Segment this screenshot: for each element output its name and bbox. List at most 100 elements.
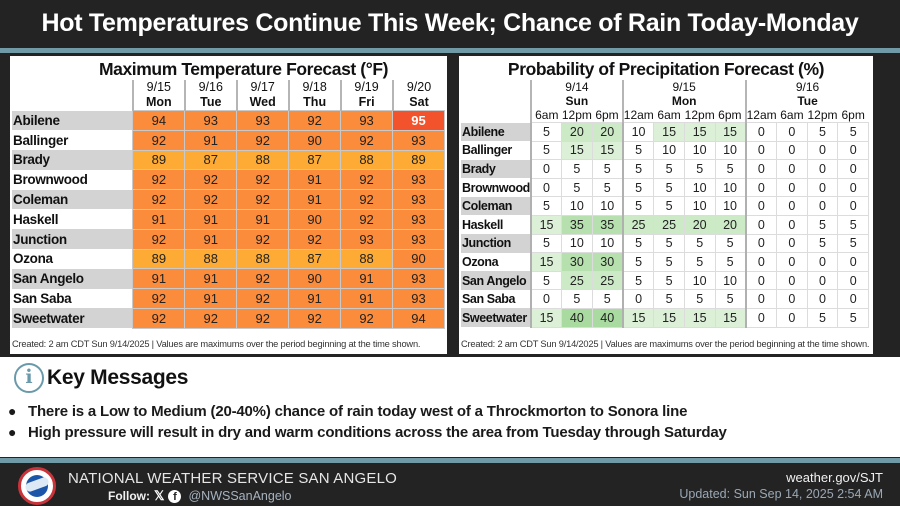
precip-cell: 0 (837, 252, 869, 272)
key-message-text: There is a Low to Medium (20-40%) chance… (28, 403, 688, 420)
temperature-panel: Maximum Temperature Forecast (°F) 9/15 Mo… (10, 56, 447, 354)
precip-cell: 20 (561, 122, 593, 142)
precip-cell: 15 (714, 307, 747, 328)
precip-cell: 15 (529, 252, 563, 272)
precip-cell: 5 (806, 307, 839, 328)
day-name: Sun (565, 94, 589, 108)
temperature-cell: 87 (288, 149, 342, 171)
precip-cell: 0 (744, 140, 778, 161)
precip-cell: 25 (591, 270, 624, 291)
location-name: Sweetwater (461, 308, 531, 328)
temperature-cell: 88 (184, 248, 238, 270)
time-header: 6pm (595, 108, 619, 122)
temperature-cell: 92 (184, 307, 238, 329)
date-column-header: 9/16 Tue (183, 80, 237, 111)
temperature-cell: 88 (340, 149, 394, 171)
precip-cell: 15 (529, 214, 563, 235)
time-header: 6pm (718, 108, 742, 122)
precip-cell: 10 (561, 196, 593, 216)
temperature-cell: 93 (392, 189, 445, 210)
precip-cell: 0 (776, 233, 808, 254)
precip-cell: 40 (561, 307, 593, 328)
precip-cell: 0 (744, 122, 778, 142)
precip-cell: 15 (529, 307, 563, 328)
precip-cell: 0 (776, 307, 808, 328)
time-header: 6am (529, 108, 562, 123)
precip-cell: 0 (776, 196, 808, 216)
day-date: 9/15 (672, 80, 696, 94)
date-column-header: 9/15 Mon (131, 80, 185, 111)
key-message-item: ● There is a Low to Medium (20-40%) chanc… (8, 401, 727, 422)
blank-header (12, 80, 133, 111)
location-name: San Saba (12, 288, 133, 309)
day-date: 9/14 (565, 80, 589, 94)
temperature-cell: 93 (184, 110, 238, 131)
temperature-cell: 92 (132, 169, 186, 191)
precip-cell: 0 (744, 252, 778, 272)
temperature-cell: 93 (392, 169, 445, 191)
location-name: Junction (461, 234, 531, 253)
table-row: Brownwood 0 5 5 5 5 10 10 0 0 0 0 (461, 177, 869, 198)
precip-cell: 0 (776, 289, 808, 309)
temperature-cell: 92 (236, 189, 290, 210)
table-row: Brady 0 5 5 5 5 5 5 0 0 0 0 (461, 159, 869, 179)
facebook-icon[interactable]: f (168, 489, 182, 503)
location-name: Brady (461, 159, 531, 179)
precip-cell: 5 (837, 233, 869, 254)
temperature-cell: 90 (288, 208, 342, 230)
location-name: Coleman (12, 189, 133, 210)
temperature-cell: 92 (340, 307, 394, 329)
precip-cell: 5 (837, 307, 869, 328)
precip-cell: 5 (806, 122, 839, 142)
precip-cell: 0 (837, 196, 869, 216)
precip-cell: 5 (621, 196, 655, 216)
x-icon[interactable]: 𝕏 (154, 488, 165, 503)
page-title: Hot Temperatures Continue This Week; Cha… (0, 0, 900, 48)
social-handle[interactable]: @NWSSanAngelo (188, 489, 292, 503)
temperature-cell: 93 (236, 110, 290, 131)
time-header: 12pm (807, 108, 838, 122)
table-row: Haskell 91 91 91 90 92 93 (12, 208, 445, 230)
temperature-cell: 92 (340, 189, 394, 210)
temperature-cell: 93 (392, 268, 445, 290)
follow-row: Follow: 𝕏 f @NWSSanAngelo (108, 488, 292, 504)
precip-cell: 40 (591, 307, 624, 328)
temperature-cell: 92 (132, 189, 186, 210)
website-link[interactable]: weather.gov/SJT (786, 470, 883, 485)
location-name: Brady (12, 150, 133, 170)
precip-cell: 15 (653, 307, 685, 328)
day-date: 9/16 (795, 80, 820, 94)
precip-cell: 0 (744, 159, 778, 179)
precip-cell: 5 (621, 177, 655, 198)
precip-cell: 0 (806, 196, 839, 216)
table-row: Ozona 89 88 88 87 88 90 (12, 248, 445, 270)
table-row: Brownwood 92 92 92 91 92 93 (12, 169, 445, 191)
precip-cell: 10 (714, 177, 747, 198)
precip-cell: 0 (806, 252, 839, 272)
time-header: 12pm (561, 108, 592, 122)
precip-cell: 0 (776, 140, 808, 161)
temperature-cell: 90 (288, 129, 342, 151)
precip-cell: 0 (621, 289, 655, 309)
table-row: Haskell 15 35 35 25 25 20 20 0 0 5 5 (461, 214, 869, 235)
precip-cell: 5 (714, 289, 747, 309)
precip-cell: 10 (714, 270, 747, 291)
precip-cell: 0 (837, 270, 869, 291)
table-row: Brady 89 87 88 87 88 89 (12, 149, 445, 171)
precipitation-title: Probability of Precipitation Forecast (%… (507, 59, 825, 79)
temperature-cell: 90 (392, 248, 445, 270)
precip-cell: 35 (591, 214, 624, 235)
precip-cell: 5 (683, 252, 716, 272)
time-header: 12am (621, 108, 654, 123)
precip-cell: 5 (529, 140, 563, 161)
table-row: Coleman 92 92 92 91 92 93 (12, 189, 445, 210)
precip-cell: 0 (529, 289, 563, 309)
precip-cell: 5 (653, 270, 685, 291)
temperature-cell: 91 (288, 169, 342, 191)
precip-cell: 25 (621, 214, 655, 235)
time-header: 12pm (684, 108, 715, 122)
temperature-cell: 94 (392, 307, 445, 329)
column-date: 9/16 (198, 80, 223, 94)
precip-cell: 25 (653, 214, 685, 235)
precip-cell: 5 (561, 289, 593, 309)
